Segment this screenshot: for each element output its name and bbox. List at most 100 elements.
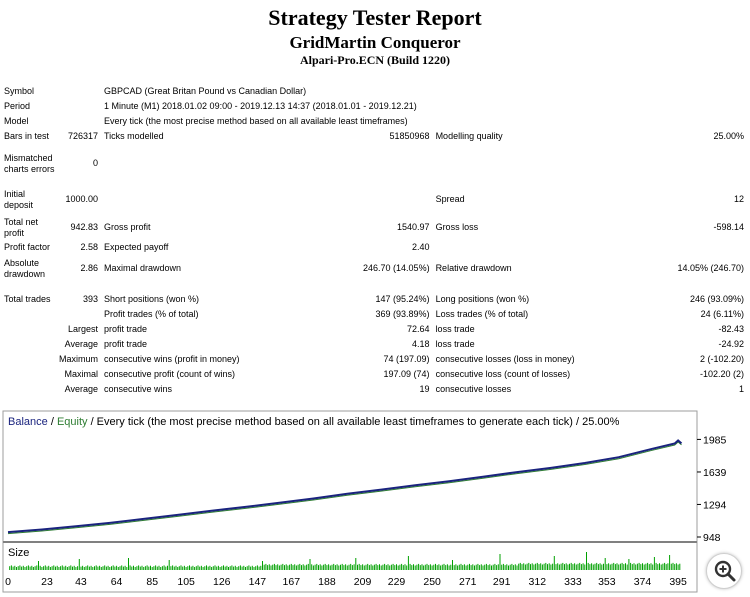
row-profit-factor: Profit factor 2.58 Expected payoff 2.40	[0, 240, 747, 256]
x-tick-label: 271	[459, 576, 477, 588]
average2-label: Average	[64, 383, 98, 394]
symbol-label: Symbol	[4, 85, 35, 96]
row-model: Model Every tick (the most precise metho…	[0, 114, 747, 129]
avg-cons-losses-label: consecutive losses	[435, 383, 512, 394]
x-tick-label: 23	[41, 576, 53, 588]
row-bars: Bars in test 726317 Ticks modelled 51850…	[0, 129, 747, 144]
x-tick-label: 126	[213, 576, 231, 588]
rel-drawdown-label: Relative drawdown	[435, 263, 512, 274]
spread-label: Spread	[435, 194, 465, 205]
largest-loss-label: loss trade	[435, 323, 475, 334]
gross-loss-label: Gross loss	[435, 222, 479, 233]
x-tick-label: 43	[75, 576, 87, 588]
net-profit-label: Total net profit	[4, 216, 39, 238]
x-tick-label: 374	[634, 576, 652, 588]
net-profit-value: 942.83	[70, 222, 98, 233]
rel-drawdown-value: 14.05% (246.70)	[677, 263, 744, 274]
max-drawdown-label: Maximal drawdown	[104, 263, 182, 274]
avg-cons-wins-value: 19	[419, 383, 430, 394]
chart-frame	[2, 410, 698, 593]
deposit-label: Initial deposit	[4, 188, 34, 210]
long-value: 246 (93.09%)	[689, 293, 744, 304]
x-tick-label: 85	[146, 576, 158, 588]
maximal-label: Maximal	[64, 368, 98, 379]
avg-cons-wins-label: consecutive wins	[104, 383, 173, 394]
loss-trades-label: Loss trades (% of total)	[435, 308, 529, 319]
server-build: Alpari-Pro.ECN (Build 1220)	[299, 53, 451, 67]
x-tick-label: 64	[111, 576, 123, 588]
row-largest: Largest profit trade 72.64 loss trade -8…	[0, 322, 747, 337]
symbol-value: GBPCAD (Great Britan Pound vs Canadian D…	[104, 85, 307, 96]
row-average-cons: Average consecutive wins 19 consecutive …	[0, 382, 747, 397]
maximum-label: Maximum	[58, 353, 98, 364]
max-cons-wins-value: 74 (197.09)	[383, 353, 430, 364]
row-period: Period 1 Minute (M1) 2018.01.02 09:00 - …	[0, 99, 747, 114]
abs-drawdown-label: Absolute drawdown	[4, 257, 46, 279]
largest-label: Largest	[67, 323, 98, 334]
long-label: Long positions (won %)	[435, 293, 530, 304]
maximal-cons-profit-label: consecutive profit (count of wins)	[104, 368, 236, 379]
max-cons-losses-label: consecutive losses (loss in money)	[435, 353, 575, 364]
legend-description: / Every tick (the most precise method ba…	[88, 416, 620, 428]
period-value: 1 Minute (M1) 2018.01.02 09:00 - 2019.12…	[104, 100, 417, 111]
x-tick-label: 291	[493, 576, 511, 588]
balance-chart: Balance / Equity / Every tick (the most …	[2, 410, 727, 593]
x-tick-label: 353	[598, 576, 616, 588]
total-trades-label: Total trades	[4, 293, 51, 304]
y-tick-label: 1639	[703, 467, 727, 479]
x-tick-label: 167	[283, 576, 301, 588]
max-cons-wins-label: consecutive wins (profit in money)	[104, 353, 240, 364]
period-label: Period	[4, 100, 31, 111]
y-tick-label: 1294	[703, 499, 727, 511]
x-tick-label: 147	[249, 576, 267, 588]
maximal-cons-loss-label: consecutive loss (count of losses)	[435, 368, 571, 379]
model-label: Model	[4, 115, 29, 126]
row-maximal: Maximal consecutive profit (count of win…	[0, 367, 747, 382]
loss-trades-value: 24 (6.11%)	[700, 308, 744, 319]
ticks-value: 51850968	[389, 130, 430, 141]
row-maximum: Maximum consecutive wins (profit in mone…	[0, 352, 747, 367]
row-symbol: Symbol GBPCAD (Great Britan Pound vs Can…	[0, 84, 747, 99]
legend-separator: /	[48, 416, 57, 428]
row-profit-trades: Profit trades (% of total) 369 (93.89%) …	[0, 307, 747, 322]
profit-factor-label: Profit factor	[4, 242, 51, 253]
ticks-label: Ticks modelled	[104, 130, 164, 141]
profit-factor-value: 2.58	[80, 242, 98, 253]
stats-table: Symbol GBPCAD (Great Britan Pound vs Can…	[0, 84, 747, 397]
profit-trades-value: 369 (93.89%)	[375, 308, 430, 319]
zoom-button[interactable]	[706, 553, 742, 589]
legend: Balance / Equity / Every tick (the most …	[8, 416, 620, 428]
x-tick-label: 209	[354, 576, 372, 588]
profit-trades-label: Profit trades (% of total)	[104, 308, 199, 319]
balance-line	[7, 439, 683, 534]
avg-cons-losses-value: 1	[738, 383, 744, 394]
row-average: Average profit trade 4.18 loss trade -24…	[0, 337, 747, 352]
legend-equity: Equity	[57, 416, 88, 428]
spread-value: 12	[733, 194, 744, 205]
bars-label: Bars in test	[4, 130, 50, 141]
mismatched-label: Mismatched charts errors	[4, 152, 55, 174]
model-value: Every tick (the most precise method base…	[104, 115, 408, 126]
x-tick-label: 188	[318, 576, 336, 588]
row-drawdown: Absolute drawdown 2.86 Maximal drawdown …	[0, 256, 747, 282]
x-tick-label: 395	[669, 576, 687, 588]
gross-loss-value: -598.14	[713, 222, 744, 233]
gross-profit-value: 1540.97	[397, 222, 430, 233]
legend-balance: Balance	[8, 416, 48, 428]
magnifier-plus-icon	[714, 560, 736, 582]
y-tick-label: 1985	[703, 434, 727, 446]
gross-profit-label: Gross profit	[104, 222, 151, 233]
maximal-cons-profit-value: 197.09 (74)	[383, 368, 430, 379]
y-tick-label: 948	[703, 532, 721, 544]
size-label: Size	[8, 547, 29, 559]
x-tick-label: 312	[529, 576, 547, 588]
average-loss-label: loss trade	[435, 338, 475, 349]
max-drawdown-value: 246.70 (14.05%)	[363, 263, 430, 274]
row-net-profit: Total net profit 942.83 Gross profit 154…	[0, 216, 747, 240]
largest-profit-label: profit trade	[104, 323, 148, 334]
total-trades-value: 393	[82, 293, 98, 304]
report-title: Strategy Tester Report	[268, 5, 482, 30]
average-profit-value: 4.18	[412, 338, 430, 349]
expected-payoff-label: Expected payoff	[104, 242, 169, 253]
expert-name: GridMartin Conqueror	[289, 33, 461, 52]
